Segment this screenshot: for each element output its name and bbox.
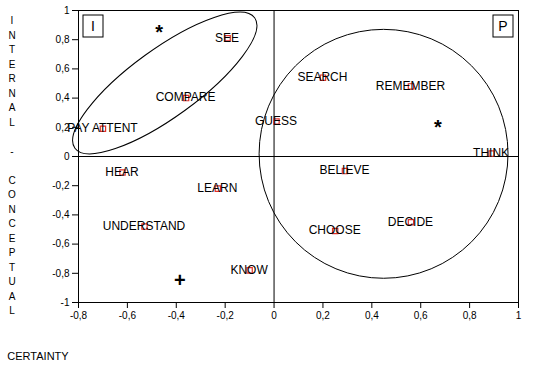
svg-text:0,8: 0,8 — [463, 310, 477, 321]
svg-text:P: P — [498, 18, 507, 34]
svg-text:C: C — [8, 218, 15, 229]
svg-text:I: I — [91, 18, 95, 34]
svg-text:LEARN: LEARN — [197, 181, 237, 195]
svg-text:-0,4: -0,4 — [168, 310, 186, 321]
svg-text:C: C — [8, 175, 15, 186]
svg-text:KNOW: KNOW — [230, 263, 268, 277]
svg-text:CHOOSE: CHOOSE — [309, 223, 361, 237]
svg-text:DECIDE: DECIDE — [388, 215, 433, 229]
svg-text:1: 1 — [64, 5, 70, 16]
svg-text:PAY ATTENT: PAY ATTENT — [67, 121, 138, 135]
svg-text:*: * — [155, 21, 163, 43]
svg-text:A: A — [9, 291, 16, 302]
svg-text:-0,8: -0,8 — [70, 310, 88, 321]
svg-text:SEE: SEE — [215, 31, 239, 45]
svg-text:0,4: 0,4 — [56, 92, 70, 103]
svg-text:N: N — [8, 30, 15, 41]
svg-text:0,8: 0,8 — [56, 34, 70, 45]
svg-text:O: O — [8, 189, 16, 200]
svg-text:HEAR: HEAR — [105, 165, 139, 179]
svg-text:-1: -1 — [61, 297, 70, 308]
svg-text:L: L — [9, 117, 15, 128]
svg-text:N: N — [8, 204, 15, 215]
svg-text:0: 0 — [271, 310, 277, 321]
svg-text:0,6: 0,6 — [414, 310, 428, 321]
svg-text:UNDERSTAND: UNDERSTAND — [103, 219, 186, 233]
svg-text:-0,2: -0,2 — [217, 310, 235, 321]
svg-text:-0,4: -0,4 — [52, 209, 70, 220]
svg-text:CERTAINTY: CERTAINTY — [7, 350, 69, 362]
svg-text:THINK: THINK — [473, 146, 509, 160]
svg-text:0,6: 0,6 — [56, 63, 70, 74]
svg-text:I: I — [11, 15, 14, 26]
svg-text:+: + — [174, 269, 186, 291]
svg-text:0,2: 0,2 — [316, 310, 330, 321]
svg-text:-0,8: -0,8 — [52, 268, 70, 279]
svg-text:COMPARE: COMPARE — [156, 90, 216, 104]
svg-text:A: A — [9, 102, 16, 113]
svg-text:-0,6: -0,6 — [119, 310, 137, 321]
svg-text:1: 1 — [516, 310, 522, 321]
svg-text:T: T — [9, 262, 15, 273]
svg-text:-: - — [10, 146, 13, 157]
svg-text:-0,6: -0,6 — [52, 238, 70, 249]
svg-text:U: U — [8, 276, 15, 287]
svg-text:GUESS: GUESS — [255, 114, 297, 128]
svg-text:REMEMBER: REMEMBER — [376, 79, 446, 93]
svg-text:P: P — [9, 247, 16, 258]
svg-text:SEARCH: SEARCH — [297, 70, 347, 84]
svg-text:R: R — [8, 73, 15, 84]
svg-text:BELIEVE: BELIEVE — [319, 163, 369, 177]
svg-text:0,4: 0,4 — [365, 310, 379, 321]
svg-text:0,2: 0,2 — [55, 121, 70, 133]
svg-text:T: T — [9, 44, 15, 55]
svg-text:L: L — [9, 305, 15, 316]
svg-text:-0,2: -0,2 — [52, 180, 70, 191]
svg-text:E: E — [9, 233, 16, 244]
svg-text:N: N — [8, 88, 15, 99]
svg-text:0: 0 — [64, 151, 70, 162]
svg-text:E: E — [9, 59, 16, 70]
svg-text:*: * — [434, 116, 442, 138]
